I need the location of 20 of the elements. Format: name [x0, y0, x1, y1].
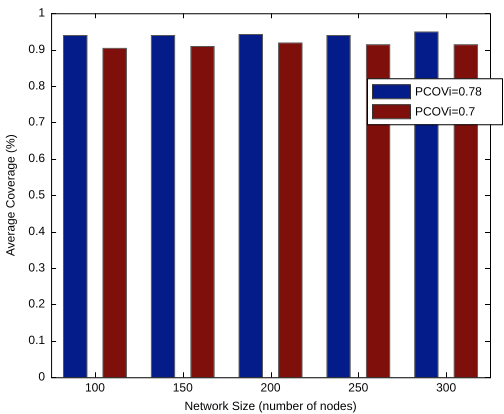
x-tick-label: 250 [348, 380, 369, 395]
y-tick-label: 0 [38, 370, 46, 384]
x-tick-label: 200 [260, 380, 281, 395]
x-axis-title: Network Size (number of nodes) [184, 399, 357, 414]
y-tick-label: 0.9 [28, 42, 46, 56]
legend-label: PCOVi=0.78 [415, 84, 482, 99]
y-tick-label: 0.7 [28, 114, 46, 129]
y-tick-label: 1 [38, 6, 46, 20]
legend-label: PCOVi=0.7 [415, 104, 476, 119]
y-tick-label: 0.2 [28, 296, 46, 311]
y-tick-label: 0.1 [28, 333, 46, 348]
y-tick-label: 0.6 [28, 151, 46, 166]
y-tick-label: 0.5 [28, 188, 46, 202]
y-tick-label: 0.3 [28, 260, 46, 274]
x-tick-label: 100 [84, 380, 106, 395]
x-tick-label: 150 [172, 380, 194, 395]
x-tick-label: 300 [436, 380, 456, 395]
y-axis-title: Average Coverage (%) [4, 134, 18, 256]
y-tick-label: 0.4 [28, 224, 46, 238]
y-tick-label: 0.8 [28, 78, 46, 92]
